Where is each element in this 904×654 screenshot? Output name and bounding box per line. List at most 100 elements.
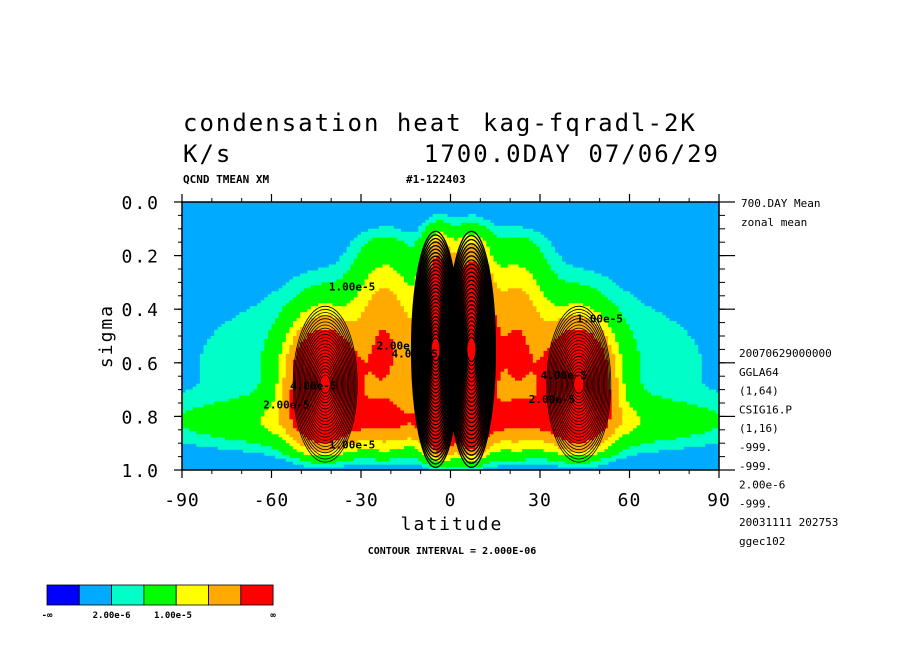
field-cell bbox=[364, 255, 369, 260]
field-cell bbox=[464, 246, 469, 251]
field-cell bbox=[547, 282, 552, 286]
field-cell bbox=[403, 261, 409, 266]
field-cell bbox=[250, 324, 255, 328]
field-cell bbox=[318, 297, 323, 301]
field-cell bbox=[658, 336, 663, 340]
field-cell bbox=[608, 315, 613, 319]
field-cell bbox=[504, 225, 509, 230]
field-cell bbox=[640, 359, 645, 364]
field-cell bbox=[565, 276, 570, 281]
field-cell bbox=[464, 288, 469, 292]
field-cell bbox=[668, 330, 674, 334]
field-cell bbox=[386, 338, 391, 343]
field-cell bbox=[572, 315, 577, 319]
field-cell bbox=[522, 312, 527, 316]
field-cell bbox=[353, 306, 359, 310]
field-cell bbox=[554, 282, 559, 286]
field-cell bbox=[554, 255, 559, 260]
field-cell bbox=[232, 318, 237, 322]
field-cell bbox=[497, 258, 502, 263]
field-cell bbox=[375, 350, 380, 355]
field-cell bbox=[479, 231, 484, 236]
field-cell bbox=[668, 324, 674, 328]
field-cell bbox=[547, 261, 552, 266]
field-cell bbox=[525, 294, 530, 298]
field-cell bbox=[489, 246, 495, 251]
field-cell bbox=[582, 333, 588, 337]
field-cell bbox=[540, 273, 545, 278]
field-cell bbox=[475, 261, 480, 266]
field-cell bbox=[321, 273, 326, 278]
field-cell bbox=[343, 267, 348, 272]
field-cell bbox=[600, 309, 606, 313]
field-cell bbox=[597, 324, 602, 328]
field-cell bbox=[468, 213, 473, 218]
field-cell bbox=[629, 324, 634, 328]
field-cell bbox=[575, 359, 580, 364]
field-cell bbox=[378, 365, 384, 370]
field-cell bbox=[654, 321, 659, 325]
field-cell bbox=[310, 291, 316, 295]
field-cell bbox=[686, 350, 691, 355]
field-cell bbox=[275, 336, 280, 340]
field-cell bbox=[511, 350, 516, 355]
field-cell bbox=[446, 216, 452, 221]
field-cell bbox=[597, 365, 602, 370]
field-cell bbox=[275, 315, 280, 319]
field-cell bbox=[514, 288, 520, 292]
field-cell bbox=[608, 279, 613, 283]
field-cell bbox=[497, 282, 502, 286]
field-cell bbox=[511, 228, 516, 233]
field-cell bbox=[543, 288, 548, 292]
field-cell bbox=[686, 365, 691, 370]
field-cell bbox=[300, 300, 305, 304]
field-cell bbox=[471, 243, 477, 248]
field-cell bbox=[500, 347, 505, 352]
field-cell bbox=[622, 330, 627, 334]
field-cell bbox=[271, 368, 276, 373]
field-cell bbox=[497, 324, 502, 328]
field-cell bbox=[586, 288, 591, 292]
field-cell bbox=[622, 344, 627, 349]
field-cell bbox=[411, 237, 416, 242]
field-cell bbox=[203, 353, 208, 358]
field-cell bbox=[575, 267, 580, 272]
field-cell bbox=[239, 318, 244, 322]
field-cell bbox=[672, 330, 677, 334]
field-cell bbox=[543, 303, 548, 307]
field-cell bbox=[432, 222, 437, 227]
field-cell bbox=[328, 347, 333, 352]
field-cell bbox=[497, 321, 502, 325]
field-cell bbox=[650, 315, 656, 319]
field-cell bbox=[522, 279, 527, 283]
field-cell bbox=[679, 341, 684, 346]
field-cell bbox=[522, 350, 527, 355]
field-cell bbox=[314, 273, 319, 278]
field-cell bbox=[464, 240, 469, 245]
field-cell bbox=[640, 362, 645, 367]
field-cell bbox=[536, 297, 541, 301]
field-cell bbox=[303, 309, 308, 313]
field-cell bbox=[382, 347, 387, 352]
field-cell bbox=[207, 350, 212, 355]
field-cell bbox=[350, 315, 355, 319]
field-cell bbox=[543, 270, 548, 275]
field-cell bbox=[604, 276, 609, 281]
field-cell bbox=[540, 267, 545, 272]
field-cell bbox=[500, 240, 505, 245]
field-cell bbox=[296, 336, 301, 340]
field-cell bbox=[597, 291, 602, 295]
field-cell bbox=[446, 222, 452, 227]
field-cell bbox=[375, 243, 380, 248]
field-cell bbox=[497, 297, 502, 301]
field-cell bbox=[507, 264, 512, 269]
field-cell bbox=[518, 276, 523, 281]
field-cell bbox=[339, 282, 344, 286]
field-cell bbox=[239, 327, 244, 331]
field-cell bbox=[500, 234, 505, 239]
field-cell bbox=[679, 333, 684, 337]
field-cell bbox=[497, 267, 502, 272]
field-cell bbox=[504, 327, 509, 331]
field-cell bbox=[475, 225, 480, 230]
field-cell bbox=[650, 330, 656, 334]
